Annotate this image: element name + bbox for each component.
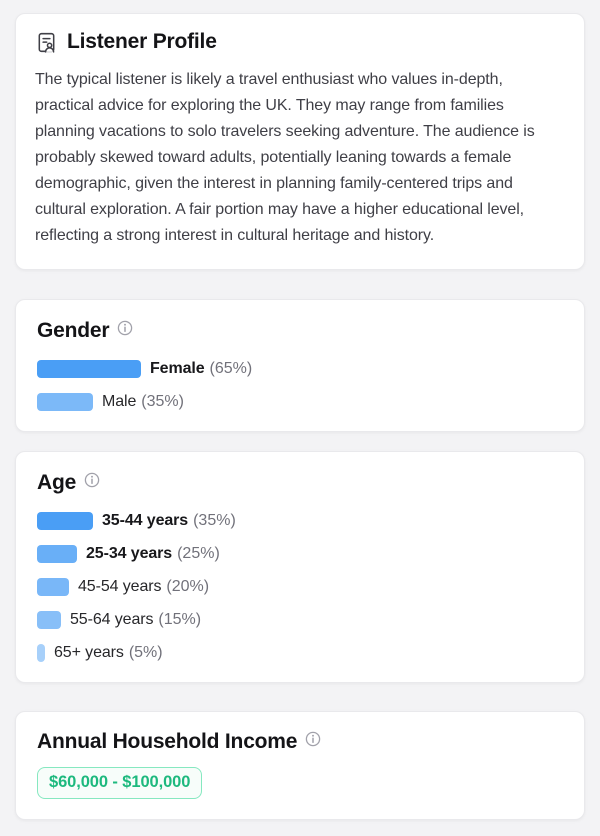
income-title: Annual Household Income	[37, 730, 298, 753]
distribution-bar-label: 45-54 years	[78, 578, 162, 595]
distribution-bar-percentage: (5%)	[128, 644, 163, 661]
income-title-row: Annual Household Income	[37, 730, 563, 754]
distribution-bar-label: 55-64 years	[70, 611, 154, 628]
age-card: Age 35-44 years (35%) 25-34 years (25%) …	[15, 451, 585, 683]
distribution-bar-percentage: (20%)	[166, 578, 210, 595]
listener-profile-title: Listener Profile	[67, 30, 217, 53]
income-range-badge: $60,000 - $100,000	[37, 767, 203, 799]
info-icon[interactable]	[305, 731, 321, 752]
distribution-bar	[37, 545, 77, 563]
distribution-bar-row: Female (65%)	[37, 360, 563, 378]
listener-profile-description: The typical listener is likely a travel …	[35, 71, 535, 244]
distribution-bar	[37, 360, 141, 378]
distribution-bar-label: 65+ years	[54, 644, 124, 661]
distribution-bar	[37, 578, 69, 596]
distribution-bar-percentage: (35%)	[141, 393, 184, 410]
gender-bar-list: Female (65%) Male (35%)	[37, 360, 563, 411]
distribution-bar-label: 25-34 years	[86, 545, 173, 562]
distribution-bar-row: 35-44 years (35%)	[37, 512, 563, 530]
distribution-bar-label: Female	[150, 360, 205, 377]
distribution-bar	[37, 393, 93, 411]
info-icon[interactable]	[117, 320, 133, 341]
distribution-bar	[37, 512, 93, 530]
distribution-bar-row: 65+ years (5%)	[37, 644, 563, 662]
distribution-bar-row: 25-34 years (25%)	[37, 545, 563, 563]
gender-card: Gender Female (65%) Male (35%)	[15, 299, 585, 432]
distribution-bar-row: Male (35%)	[37, 393, 563, 411]
distribution-bar-percentage: (25%)	[177, 545, 220, 562]
age-bar-list: 35-44 years (35%) 25-34 years (25%) 45-5…	[37, 512, 563, 662]
distribution-bar-percentage: (35%)	[193, 512, 236, 529]
gender-title: Gender	[37, 319, 110, 342]
distribution-bar	[37, 644, 45, 662]
distribution-bar-label: 35-44 years	[102, 512, 189, 529]
info-icon[interactable]	[84, 472, 100, 493]
distribution-bar-label: Male	[102, 393, 137, 410]
listener-profile-card: Listener Profile The typical listener is…	[15, 13, 585, 270]
age-title-row: Age	[37, 471, 563, 495]
listener-profile-title-row: Listener Profile	[35, 30, 565, 54]
distribution-bar-percentage: (65%)	[209, 360, 253, 377]
age-title: Age	[37, 471, 77, 494]
income-card: Annual Household Income $60,000 - $100,0…	[15, 711, 585, 820]
distribution-bar-row: 45-54 years (20%)	[37, 578, 563, 596]
distribution-bar	[37, 611, 61, 629]
distribution-bar-percentage: (15%)	[158, 611, 202, 628]
id-card-icon	[35, 31, 58, 54]
gender-title-row: Gender	[37, 319, 563, 343]
distribution-bar-row: 55-64 years (15%)	[37, 611, 563, 629]
